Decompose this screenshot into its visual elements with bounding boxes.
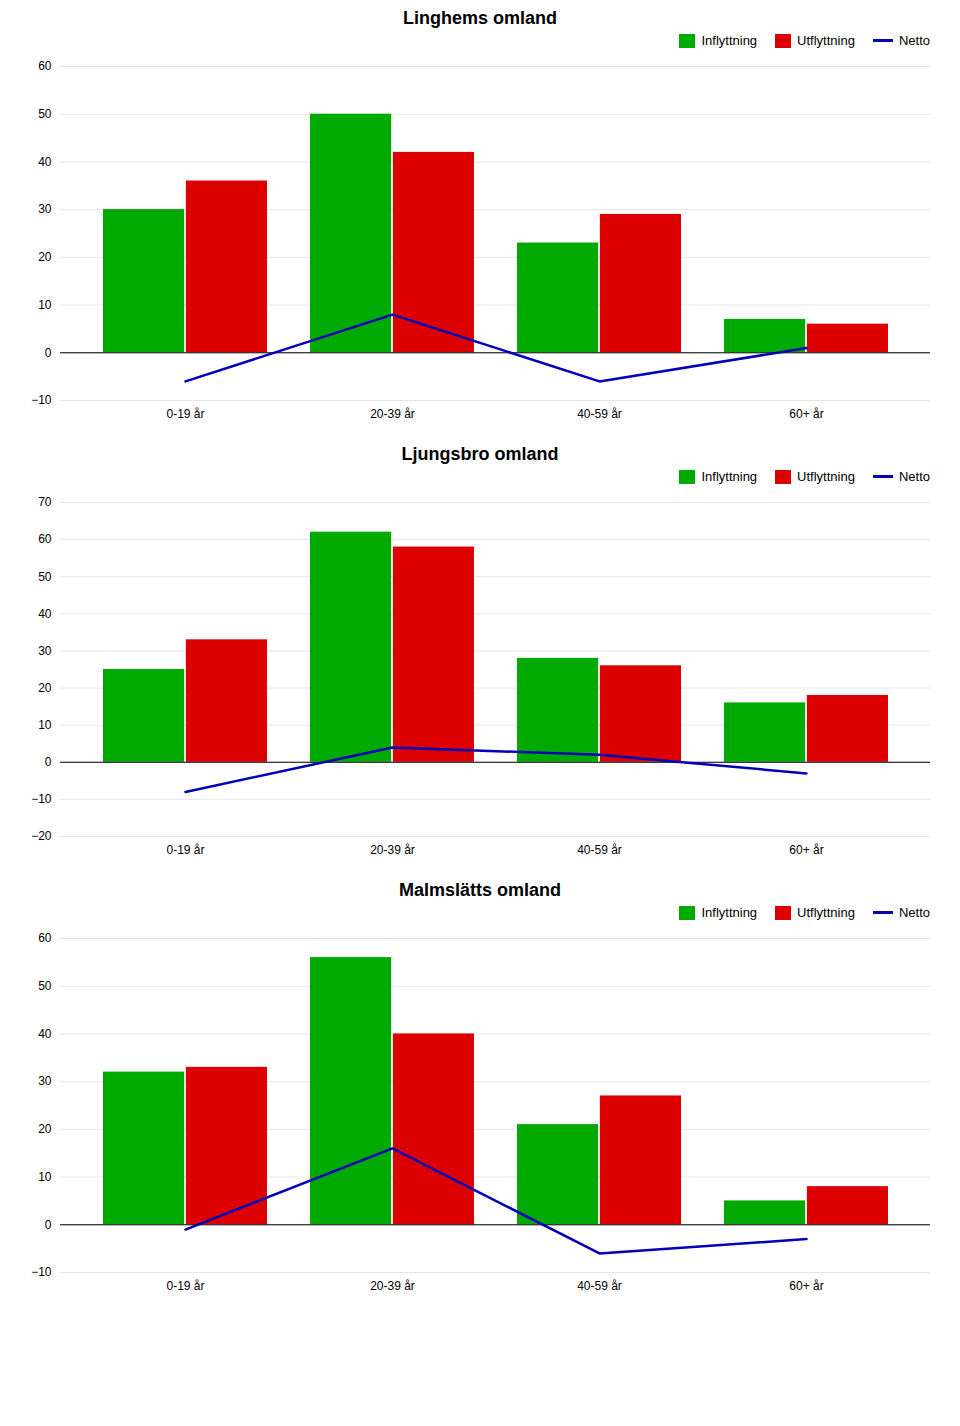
svg-text:0: 0 xyxy=(45,755,52,769)
svg-text:0: 0 xyxy=(45,1218,52,1232)
svg-text:60+ år: 60+ år xyxy=(789,1279,823,1293)
svg-text:60: 60 xyxy=(38,532,52,546)
svg-text:30: 30 xyxy=(38,644,52,658)
html-text:Inflyttning: Inflyttning xyxy=(701,33,758,48)
svg-text:20: 20 xyxy=(38,250,52,264)
svg-text:−20: −20 xyxy=(31,829,52,843)
html-text:Ljungsbro omland: Ljungsbro omland xyxy=(401,444,559,464)
svg-text:40-59 år: 40-59 år xyxy=(577,1279,622,1293)
html-text:Inflyttning: Inflyttning xyxy=(701,905,758,920)
html-text:Utflyttning: Utflyttning xyxy=(797,469,855,484)
svg-text:−10: −10 xyxy=(31,393,52,407)
svg-text:10: 10 xyxy=(38,298,52,312)
svg-text:40-59 år: 40-59 år xyxy=(577,843,622,857)
svg-text:40: 40 xyxy=(38,1027,52,1041)
svg-text:0-19 år: 0-19 år xyxy=(166,407,204,421)
svg-text:60+ år: 60+ år xyxy=(789,843,823,857)
svg-text:40: 40 xyxy=(38,155,52,169)
svg-text:10: 10 xyxy=(38,718,52,732)
html-text:Malmslätts omland: Malmslätts omland xyxy=(399,880,561,900)
svg-text:40: 40 xyxy=(38,607,52,621)
svg-text:50: 50 xyxy=(38,570,52,584)
svg-text:50: 50 xyxy=(38,979,52,993)
svg-text:−10: −10 xyxy=(31,1265,52,1279)
svg-text:0-19 år: 0-19 år xyxy=(166,1279,204,1293)
svg-text:0-19 år: 0-19 år xyxy=(166,843,204,857)
html-text:Netto: Netto xyxy=(898,905,930,920)
html-text:Utflyttning: Utflyttning xyxy=(797,905,855,920)
svg-text:60: 60 xyxy=(38,931,52,945)
html-text:Inflyttning: Inflyttning xyxy=(701,469,758,484)
svg-text:10: 10 xyxy=(38,1170,52,1184)
html-text:Linghems omland: Linghems omland xyxy=(403,8,557,28)
html-text:Utflyttning: Utflyttning xyxy=(797,33,855,48)
svg-text:20: 20 xyxy=(38,681,52,695)
html-text:Netto: Netto xyxy=(898,469,930,484)
svg-text:0: 0 xyxy=(45,346,52,360)
svg-text:60: 60 xyxy=(38,59,52,73)
svg-text:20: 20 xyxy=(38,1122,52,1136)
svg-text:20-39 år: 20-39 år xyxy=(370,843,415,857)
svg-text:70: 70 xyxy=(38,495,52,509)
svg-text:40-59 år: 40-59 år xyxy=(577,407,622,421)
svg-text:60+ år: 60+ år xyxy=(789,407,823,421)
svg-text:20-39 år: 20-39 år xyxy=(370,407,415,421)
html-text:Netto: Netto xyxy=(898,33,930,48)
svg-text:20-39 år: 20-39 år xyxy=(370,1279,415,1293)
svg-text:50: 50 xyxy=(38,107,52,121)
svg-text:30: 30 xyxy=(38,1074,52,1088)
svg-text:30: 30 xyxy=(38,202,52,216)
svg-text:−10: −10 xyxy=(31,792,52,806)
